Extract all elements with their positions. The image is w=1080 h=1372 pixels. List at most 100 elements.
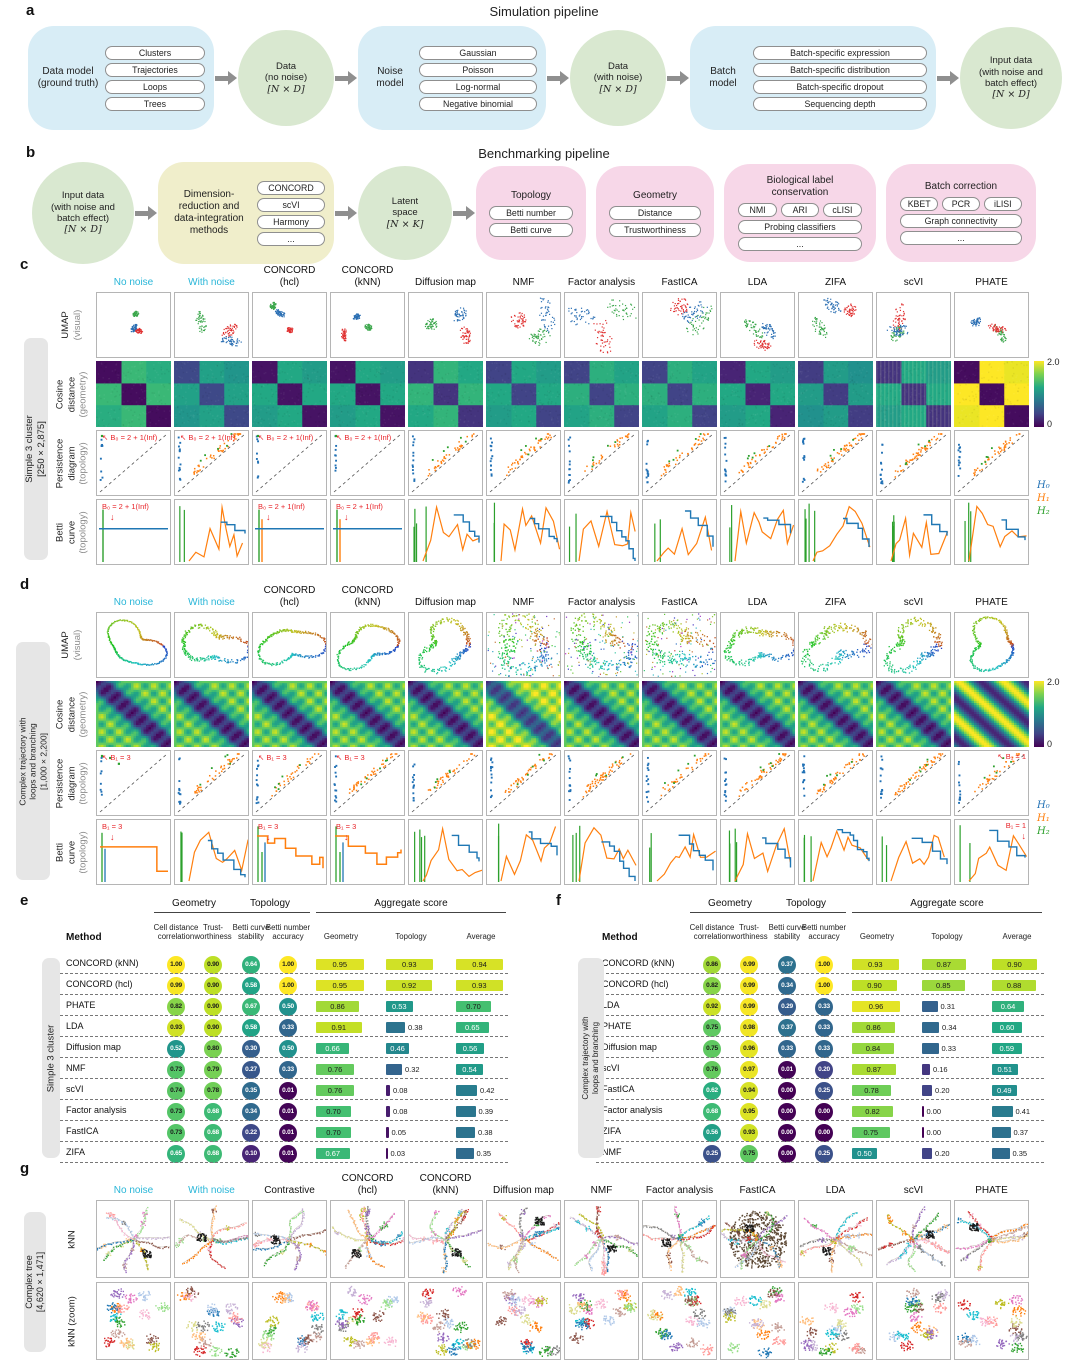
betti-canvas (487, 500, 560, 564)
umap-canvas (253, 293, 326, 357)
method-name-concord-hcl: CONCORD (hcl) (66, 979, 133, 989)
pill-row: scVI (257, 197, 325, 212)
plot-annotation: ↖ B₁ = 3 (336, 753, 365, 762)
panel_c-pers-cell-2 (252, 430, 327, 496)
score-circle: 0.00 (815, 1102, 833, 1121)
score-circle: 0.37 (778, 955, 796, 974)
panel_c-umap-cell-7 (642, 292, 717, 358)
treezoom-canvas (877, 1283, 950, 1359)
panel_c-betti-cell-2 (252, 499, 327, 565)
score-circle: 0.00 (778, 1144, 796, 1163)
panel_g-treezoom-cell-0 (96, 1282, 171, 1360)
panel_c-betti-cell-4 (408, 499, 483, 565)
panel_d-umap-cell-4 (408, 612, 483, 678)
panel_c-heat-cell-10 (876, 361, 951, 427)
pers-canvas (721, 751, 794, 815)
heat-canvas (330, 361, 405, 427)
panel_g-tree-cell-3 (330, 1200, 405, 1278)
aggregate-bar (456, 979, 503, 991)
pill-list: Gaussian Poisson Log-normal Negative binomi… (419, 45, 537, 111)
aggregate-value: 0.08 (393, 1085, 408, 1095)
pill-batch-specific-expression: Batch-specific expression (753, 45, 927, 60)
aggregate-value: 0.75 (863, 1127, 879, 1137)
column-header-concord-knn: CONCORD (kNN) (341, 585, 394, 608)
aggregate-bar (922, 1147, 932, 1159)
heat-canvas (174, 681, 249, 747)
plot-annotation: ↖ B₀ = 2 + 1(Inf) (258, 433, 314, 442)
aggregate-bar (992, 1000, 1024, 1012)
row-separator (596, 1141, 1044, 1142)
flow-box-data-model-ground-truth: Data model (ground truth) Clusters Trajecto… (28, 26, 214, 130)
pers-canvas (97, 751, 170, 815)
flow-box-label: Geometry (633, 189, 677, 201)
heat-canvas (642, 681, 717, 747)
pers-canvas (643, 751, 716, 815)
score-circle: 0.56 (703, 1123, 721, 1142)
pill-row: Trajectories (105, 62, 205, 77)
aggregate-bar (456, 1021, 489, 1033)
heat-canvas (408, 681, 483, 747)
pill-row: Negative binomial (419, 96, 537, 111)
panel_d-betti-cell-7 (642, 819, 717, 885)
panel_c-heat-cell-2 (252, 361, 327, 427)
panel-a-title: Simulation pipeline (489, 4, 599, 19)
method-name-diffusion-map: Diffusion map (602, 1042, 657, 1052)
aggregate-value: 0.31 (940, 1001, 956, 1011)
column-header-concord-knn: CONCORD (kNN) (341, 265, 394, 288)
flow-node-input-data: Input data (with noise and batch effect) [N… (32, 162, 134, 264)
aggregate-bar (456, 1105, 476, 1117)
panel_g-treezoom-cell-11 (954, 1282, 1029, 1360)
heat-canvas (954, 681, 1029, 747)
pill-loops: Loops (105, 79, 205, 94)
aggregate-value: 0.39 (478, 1106, 494, 1116)
pill-poisson: Poisson (419, 62, 537, 77)
dataset-bar (16, 642, 50, 880)
flow-arrow-icon (453, 206, 475, 220)
score-circle: 0.79 (204, 1060, 222, 1079)
umap-canvas (487, 293, 560, 357)
treezoom-canvas (97, 1283, 170, 1359)
panel_g-tree-cell-1 (174, 1200, 249, 1278)
score-circle: 0.68 (204, 1144, 222, 1163)
umap-canvas (97, 613, 170, 677)
pill-row: Clusters (105, 45, 205, 60)
panel_c-umap-cell-11 (954, 292, 1029, 358)
aggregate-bar (922, 1000, 938, 1012)
umap-canvas (643, 293, 716, 357)
score-circle: 0.33 (815, 1039, 833, 1058)
score-circle: 0.25 (703, 1144, 721, 1163)
flow-box-noise-model: Noise model Gaussian Poisson Log-normal Negat… (358, 26, 546, 130)
aggregate-value: 0.20 (935, 1148, 950, 1158)
umap-canvas (877, 293, 950, 357)
column-header-concord-knn: CONCORD (kNN) (419, 1173, 472, 1196)
column-header-no-noise: No noise (113, 1184, 154, 1196)
panel_c-heat-cell-0 (96, 361, 171, 427)
score-circle: 0.96 (740, 1039, 758, 1058)
treezoom-canvas (487, 1283, 560, 1359)
pill-sequencing-depth: Sequencing depth (753, 96, 927, 111)
pill-row: Poisson (419, 62, 537, 77)
aggregate-bar (316, 1084, 354, 1096)
pill-row: Log-normal (419, 79, 537, 94)
panel_d-heat-cell-3 (330, 681, 405, 747)
panel-a-label: a (26, 2, 35, 19)
umap-canvas (409, 613, 482, 677)
panel_c-pers-cell-5 (486, 430, 561, 496)
aggregate-bar (456, 1042, 484, 1054)
pers-canvas (721, 431, 794, 495)
panel_f-table: Geometry Topology Aggregate score Cell dist… (578, 898, 1048, 1168)
panel_c-umap-cell-6 (564, 292, 639, 358)
group-header-geometry: Geometry (154, 898, 234, 913)
umap-canvas (175, 613, 248, 677)
col-header-trust-worthiness: Trust-worthiness (730, 922, 768, 941)
flow-node-latent: Latent space [N × K] (358, 166, 452, 260)
tree-canvas (565, 1201, 638, 1277)
score-circle: 0.98 (740, 1018, 758, 1037)
score-circle: 0.01 (279, 1123, 297, 1142)
aggregate-bar (386, 1147, 388, 1159)
aggregate-bar (992, 979, 1036, 991)
panel_c-betti-cell-5 (486, 499, 561, 565)
column-header-phate: PHATE (975, 1184, 1008, 1196)
score-circle: 0.35 (242, 1081, 260, 1100)
heat-canvas (252, 681, 327, 747)
